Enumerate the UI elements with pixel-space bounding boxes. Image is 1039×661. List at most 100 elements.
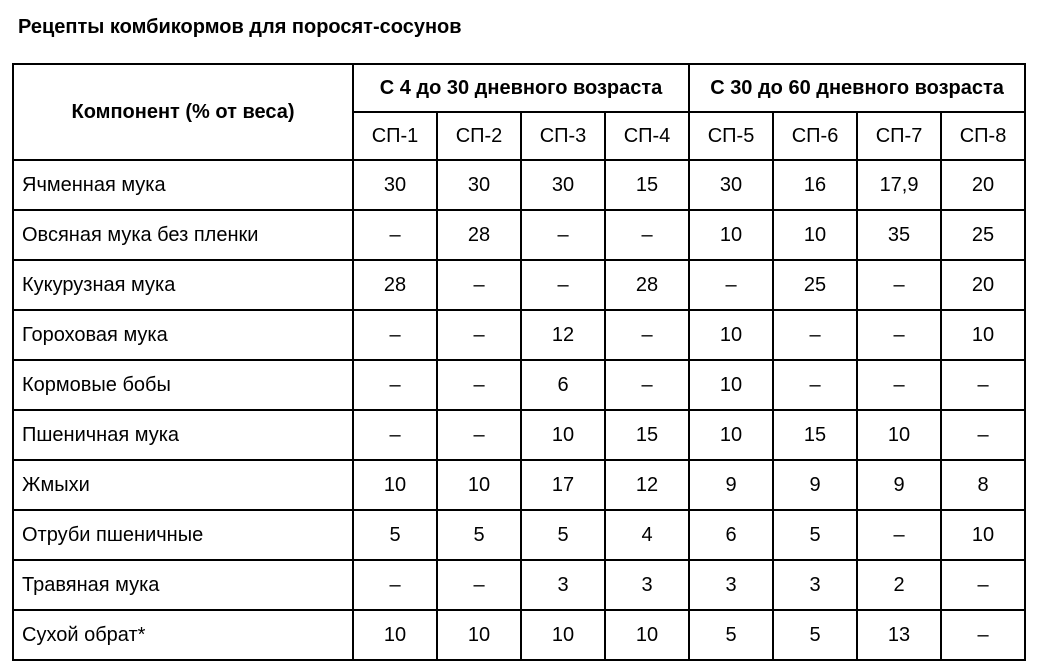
table-cell: 3: [521, 560, 605, 610]
header-group-2: С 30 до 60 дневного возраста: [689, 64, 1025, 112]
table-cell: –: [857, 510, 941, 560]
table-cell: –: [437, 310, 521, 360]
table-cell: 10: [521, 610, 605, 660]
table-cell: 30: [521, 160, 605, 210]
table-cell: 15: [773, 410, 857, 460]
table-body: Ячменная мука 30 30 30 15 30 16 17,9 20 …: [13, 160, 1025, 660]
table-cell: 12: [521, 310, 605, 360]
table-cell: 13: [857, 610, 941, 660]
row-label: Отруби пшеничные: [13, 510, 353, 560]
header-group-1: С 4 до 30 дневного возраста: [353, 64, 689, 112]
table-cell: 3: [689, 560, 773, 610]
table-cell: 30: [437, 160, 521, 210]
table-cell: –: [353, 360, 437, 410]
table-cell: 5: [521, 510, 605, 560]
table-cell: –: [353, 210, 437, 260]
feed-recipe-table: Компонент (% от веса) С 4 до 30 дневного…: [12, 63, 1026, 661]
table-cell: 25: [773, 260, 857, 310]
table-cell: 17: [521, 460, 605, 510]
table-row: Кукурузная мука 28 – – 28 – 25 – 20: [13, 260, 1025, 310]
table-cell: 10: [689, 310, 773, 360]
table-cell: 10: [857, 410, 941, 460]
table-row: Кормовые бобы – – 6 – 10 – – –: [13, 360, 1025, 410]
table-cell: 28: [353, 260, 437, 310]
header-col: СП-1: [353, 112, 437, 160]
table-cell: 20: [941, 160, 1025, 210]
table-cell: –: [437, 260, 521, 310]
table-cell: –: [605, 210, 689, 260]
table-cell: 16: [773, 160, 857, 210]
table-cell: –: [437, 410, 521, 460]
row-label: Кукурузная мука: [13, 260, 353, 310]
table-row: Пшеничная мука – – 10 15 10 15 10 –: [13, 410, 1025, 460]
table-cell: 5: [773, 510, 857, 560]
table-cell: 10: [353, 460, 437, 510]
table-cell: 12: [605, 460, 689, 510]
table-cell: –: [437, 360, 521, 410]
header-col: СП-3: [521, 112, 605, 160]
table-row: Жмыхи 10 10 17 12 9 9 9 8: [13, 460, 1025, 510]
table-row: Сухой обрат* 10 10 10 10 5 5 13 –: [13, 610, 1025, 660]
table-cell: –: [353, 410, 437, 460]
header-col: СП-7: [857, 112, 941, 160]
table-cell: 9: [773, 460, 857, 510]
table-cell: 25: [941, 210, 1025, 260]
table-cell: 4: [605, 510, 689, 560]
row-label: Гороховая мука: [13, 310, 353, 360]
header-col: СП-4: [605, 112, 689, 160]
table-cell: 6: [689, 510, 773, 560]
table-cell: –: [857, 310, 941, 360]
table-cell: –: [941, 560, 1025, 610]
row-label: Овсяная мука без пленки: [13, 210, 353, 260]
table-cell: –: [773, 310, 857, 360]
table-cell: 20: [941, 260, 1025, 310]
table-cell: 6: [521, 360, 605, 410]
row-label: Травяная мука: [13, 560, 353, 610]
table-cell: –: [353, 560, 437, 610]
table-cell: 8: [941, 460, 1025, 510]
table-cell: –: [353, 310, 437, 360]
table-row: Отруби пшеничные 5 5 5 4 6 5 – 10: [13, 510, 1025, 560]
table-cell: –: [857, 360, 941, 410]
table-cell: 3: [773, 560, 857, 610]
table-cell: –: [437, 560, 521, 610]
table-cell: 10: [353, 610, 437, 660]
table-row: Ячменная мука 30 30 30 15 30 16 17,9 20: [13, 160, 1025, 210]
table-cell: –: [605, 360, 689, 410]
header-component: Компонент (% от веса): [13, 64, 353, 160]
header-col: СП-2: [437, 112, 521, 160]
table-cell: 10: [941, 510, 1025, 560]
table-cell: –: [689, 260, 773, 310]
table-cell: 10: [941, 310, 1025, 360]
table-cell: 28: [437, 210, 521, 260]
table-row: Травяная мука – – 3 3 3 3 2 –: [13, 560, 1025, 610]
table-row: Овсяная мука без пленки – 28 – – 10 10 3…: [13, 210, 1025, 260]
table-cell: 30: [689, 160, 773, 210]
table-cell: 15: [605, 160, 689, 210]
table-cell: 3: [605, 560, 689, 610]
table-cell: –: [521, 260, 605, 310]
table-cell: 28: [605, 260, 689, 310]
table-cell: 2: [857, 560, 941, 610]
row-label: Кормовые бобы: [13, 360, 353, 410]
table-header-row-groups: Компонент (% от веса) С 4 до 30 дневного…: [13, 64, 1025, 112]
header-col: СП-5: [689, 112, 773, 160]
table-cell: 9: [857, 460, 941, 510]
table-row: Гороховая мука – – 12 – 10 – – 10: [13, 310, 1025, 360]
header-col: СП-6: [773, 112, 857, 160]
page-title: Рецепты комбикормов для поросят-сосунов: [18, 16, 1027, 39]
row-label: Жмыхи: [13, 460, 353, 510]
row-label: Ячменная мука: [13, 160, 353, 210]
table-cell: 10: [689, 410, 773, 460]
row-label: Сухой обрат*: [13, 610, 353, 660]
table-cell: 10: [437, 610, 521, 660]
table-cell: –: [941, 610, 1025, 660]
table-cell: –: [857, 260, 941, 310]
table-cell: 5: [773, 610, 857, 660]
table-cell: 17,9: [857, 160, 941, 210]
table-cell: –: [773, 360, 857, 410]
table-cell: 5: [689, 610, 773, 660]
table-cell: 15: [605, 410, 689, 460]
table-cell: 10: [689, 360, 773, 410]
table-cell: 9: [689, 460, 773, 510]
